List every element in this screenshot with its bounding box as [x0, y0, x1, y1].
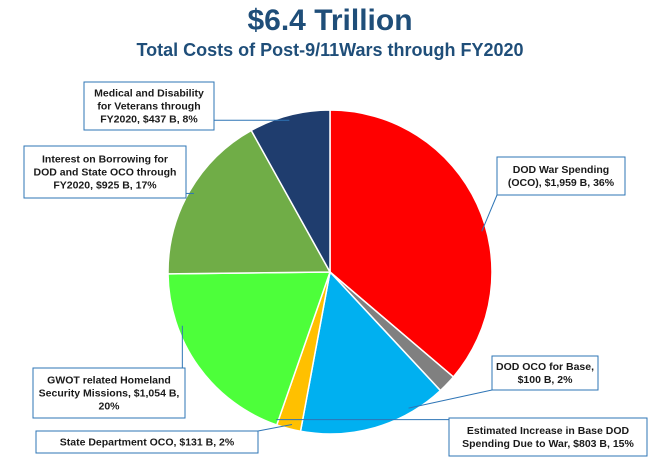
pie-slice-medical-veterans: [250, 109, 331, 275]
callout-box: [496, 156, 626, 196]
chart-title: $6.4 Trillion: [247, 4, 413, 37]
callout-label-line: DOD War Spending: [513, 164, 609, 176]
callout-box: [491, 355, 599, 391]
pie-slices: [167, 109, 493, 435]
callout-label-line: Security Missions, $1,054 B,: [39, 388, 180, 400]
callout-label-line: GWOT related Homeland: [47, 375, 171, 387]
callout-leaders: [181, 119, 498, 432]
callout-box: [35, 430, 259, 454]
callout-label-line: DOD and State OCO through: [34, 167, 177, 179]
callout-boxes: DOD War Spending(OCO), $1,959 B, 36%DOD …: [23, 81, 648, 457]
pie-slice-interest-borrowing: [167, 129, 332, 275]
callout-label-line: DOD OCO for Base,: [496, 361, 594, 373]
callout-box: [83, 81, 215, 131]
callout-label-line: Interest on Borrowing for: [42, 154, 168, 166]
callout-label-line: $100 B, 2%: [518, 374, 574, 386]
callout-label-line: (OCO), $1,959 B, 36%: [508, 177, 615, 189]
callout-box: [23, 145, 187, 199]
leader-line-dod-oco-base: [408, 389, 493, 409]
callout-label-line: 20%: [98, 401, 120, 413]
callout-state-dept-oco: State Department OCO, $131 B, 2%: [35, 430, 259, 454]
callout-label-line: State Department OCO, $131 B, 2%: [60, 437, 235, 449]
chart-subtitle: Total Costs of Post-9/11Wars through FY2…: [136, 40, 524, 60]
leader-line-state-dept-oco: [257, 423, 293, 432]
leader-line-dod-war-spending: [481, 194, 498, 232]
callout-label-line: FY2020, $437 B, 8%: [100, 114, 198, 126]
callout-dod-oco-base: DOD OCO for Base,$100 B, 2%: [491, 355, 599, 391]
pie-slice-base-dod-increase: [299, 270, 442, 435]
pie-slice-gwot-homeland: [167, 271, 332, 426]
callout-box: [448, 417, 648, 457]
callout-dod-war-spending: DOD War Spending(OCO), $1,959 B, 36%: [496, 156, 626, 196]
callout-label-line: Estimated Increase in Base DOD: [467, 425, 630, 437]
callout-label-line: Medical and Disability: [94, 88, 204, 100]
callout-label-line: for Veterans through: [97, 101, 200, 113]
callout-label-line: FY2020, $925 B, 17%: [53, 180, 157, 192]
pie-slice-dod-war-spending: [329, 109, 493, 379]
callout-box: [32, 367, 186, 419]
callout-label-line: Spending Due to War, $803 B, 15%: [462, 438, 634, 450]
